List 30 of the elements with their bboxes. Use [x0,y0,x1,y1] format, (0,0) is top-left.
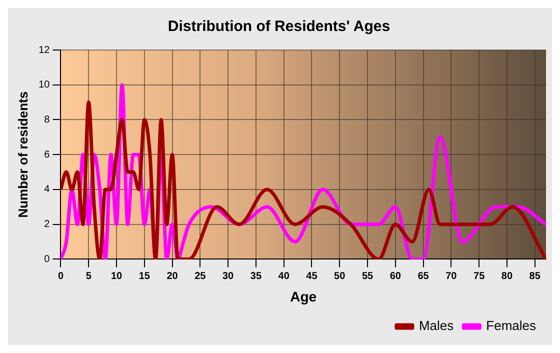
x-tick-label: 65 [418,270,430,282]
x-tick-label: 40 [278,270,290,282]
y-tick-label: 0 [44,254,50,265]
x-tick-label: 35 [250,270,262,282]
x-axis-title: Age [290,288,317,304]
x-tick-label: 60 [390,270,402,282]
y-tick-label: 12 [38,44,50,56]
x-tick-label: 0 [58,270,64,282]
y-tick-label: 4 [44,184,50,196]
x-tick-label: 15 [138,270,150,282]
x-tick-label: 70 [446,270,458,282]
x-tick-label: 20 [166,270,178,282]
y-tick-label: 6 [44,149,50,160]
y-tick-label: 8 [44,114,50,126]
x-tick-label: 50 [334,270,346,282]
x-tick-label: 85 [529,270,541,282]
y-axis-title: Number of residents [15,91,30,218]
x-tick-label: 30 [222,270,234,282]
y-tick-label: 2 [44,219,50,230]
x-tick-label: 55 [362,270,374,282]
x-tick-label: 80 [501,270,513,282]
x-tick-label: 5 [86,270,92,282]
x-tick-label: 25 [194,270,206,282]
x-tick-label: 10 [110,270,122,282]
legend-label: Females [486,318,536,334]
x-tick-label: 45 [306,270,318,282]
x-tick-label: 75 [474,270,486,282]
y-tick-label: 10 [38,80,50,91]
chart-title: Distribution of Residents' Ages [168,18,390,36]
legend-label: Males [418,318,454,334]
